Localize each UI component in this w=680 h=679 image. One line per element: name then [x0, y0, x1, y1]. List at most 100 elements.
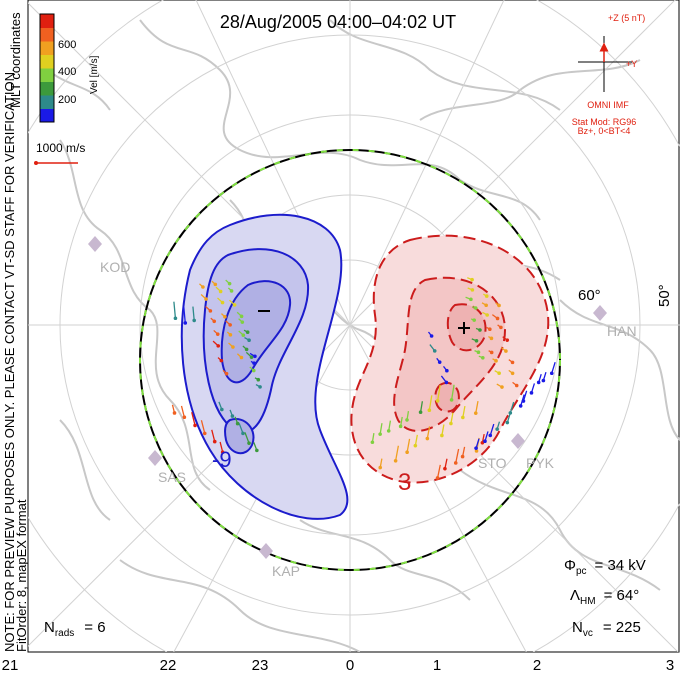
velocity-vector-origin — [499, 325, 503, 330]
velocity-vector-origin — [514, 383, 519, 388]
velocity-vector-origin — [483, 439, 487, 444]
negative-potential-cell — [180, 213, 349, 520]
hm-latitude: ΛHM = 64° — [570, 587, 639, 607]
reference-vector-dot — [34, 161, 38, 165]
station-label-han: HAN — [607, 323, 637, 339]
velocity-vector-origin — [231, 345, 235, 349]
velocity-vector-origin — [505, 420, 510, 425]
velocity-vector-origin — [437, 360, 442, 364]
velocity-vector-origin — [405, 450, 409, 455]
statistical-model-label: Stat Mod: RG96 — [572, 117, 637, 127]
imf-z-label: +Z (5 nT) — [608, 13, 645, 23]
velocity-vector — [551, 362, 556, 374]
velocity-vector-origin — [378, 465, 383, 470]
positive-potential-cell — [350, 234, 550, 484]
velocity-vector-origin — [518, 404, 523, 408]
velocity-colorbar — [39, 13, 55, 123]
velocity-vector — [200, 420, 206, 434]
velocity-vector-origin — [398, 424, 403, 429]
velocity-vector-origin — [370, 440, 375, 445]
velocity-vector-origin — [429, 334, 434, 338]
velocity-vector-origin — [453, 461, 458, 465]
velocity-vector-origin — [239, 314, 244, 319]
velocity-vector-origin — [425, 436, 430, 441]
colorbar-segment — [40, 108, 54, 123]
velocity-vector — [462, 405, 466, 418]
velocity-vector — [244, 432, 250, 444]
mlt-label-21: 21 — [2, 657, 19, 674]
velocity-vector-origin — [521, 399, 526, 403]
velocity-vector-origin — [536, 380, 541, 385]
colorbar-label: Vel [m/s] — [89, 55, 100, 94]
mlt-label-2: 2 — [533, 657, 541, 674]
velocity-vector-origin — [212, 439, 217, 444]
station-label-sto: STO — [478, 455, 507, 471]
velocity-vector-origin — [488, 327, 492, 332]
imf-clock-dial — [578, 36, 632, 92]
velocity-vector-origin — [497, 303, 501, 308]
colorbar-tick-600: 600 — [58, 39, 76, 51]
velocity-vector-origin — [473, 411, 478, 415]
velocity-vector-origin — [241, 431, 245, 436]
velocity-vector-origin — [474, 446, 478, 450]
velocity-vector-origin — [220, 450, 225, 454]
velocity-vector — [455, 448, 460, 464]
velocity-vector-origin — [192, 318, 196, 323]
velocity-vector — [192, 306, 195, 321]
velocity-vector-origin — [232, 303, 237, 307]
cross-polar-potential: Φpc = 34 kV — [564, 557, 646, 577]
velocity-vector — [475, 400, 479, 414]
velocity-vector-origin — [472, 318, 477, 322]
mlt-label-22: 22 — [160, 657, 177, 674]
reference-vector-label: 1000 m/s — [36, 141, 85, 155]
colorbar-segment — [40, 68, 54, 82]
velocity-vector-origin — [172, 411, 177, 415]
velocity-vector-origin — [541, 378, 546, 383]
velocity-vector-origin — [216, 344, 221, 348]
velocity-vector-origin — [240, 320, 245, 324]
velocity-vector-origin — [229, 289, 234, 293]
velocity-vector — [419, 401, 424, 413]
colorbar-tick-400: 400 — [58, 66, 76, 78]
velocity-vector-origin — [495, 316, 500, 321]
velocity-vector-origin — [494, 359, 498, 363]
velocity-vector-origin — [489, 350, 494, 355]
velocity-vector-origin — [183, 321, 188, 325]
velocity-vector-origin — [418, 410, 423, 415]
station-label-kod: KOD — [100, 259, 130, 275]
station-markers — [88, 236, 607, 559]
velocity-vector-origin — [489, 336, 494, 341]
velocity-vector — [436, 464, 441, 479]
velocity-vector-origin — [435, 476, 440, 480]
velocity-vector-origin — [201, 285, 205, 289]
velocity-vector-origin — [481, 355, 485, 360]
velocity-vector — [489, 423, 495, 436]
velocity-vector — [173, 301, 177, 319]
velocity-vector-origin — [405, 418, 409, 422]
radar-count: Nrads = 6 — [44, 619, 106, 639]
velocity-vector-origin — [241, 333, 246, 338]
lat-label-50: 50° — [656, 284, 673, 307]
velocity-vector-origin — [378, 432, 382, 436]
velocity-vector-origin — [227, 281, 232, 286]
velocity-vector-origin — [510, 371, 515, 376]
velocity-vector-origin — [219, 358, 224, 363]
velocity-vector-origin — [386, 429, 391, 433]
velocity-vector-origin — [484, 294, 489, 298]
velocity-vector — [450, 412, 454, 424]
imf-source-label: OMNI IMF — [587, 100, 629, 110]
velocity-vector-origin — [247, 441, 251, 445]
velocity-vector-origin — [252, 361, 256, 365]
coordinate-system-label: MLT coordinates — [8, 12, 23, 108]
velocity-vector-origin — [256, 377, 261, 382]
station-label-sas: SAS — [158, 469, 186, 485]
velocity-vector-origin — [484, 303, 488, 308]
mlt-label-3: 3 — [666, 657, 674, 674]
velocity-vector-origin — [480, 440, 485, 445]
velocity-vector-origin — [445, 368, 449, 373]
velocity-vector-origin — [469, 297, 473, 302]
velocity-vector — [509, 401, 515, 414]
velocity-vector-origin — [510, 360, 515, 365]
velocity-vector-origin — [508, 411, 513, 415]
velocity-vector-origin — [470, 277, 474, 282]
